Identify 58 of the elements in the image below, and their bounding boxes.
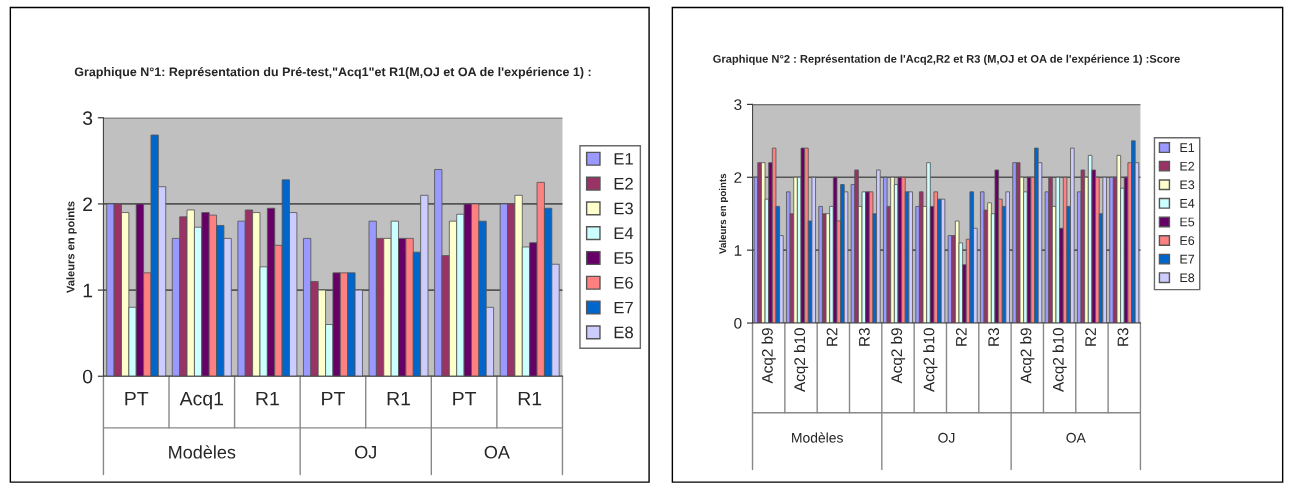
text: Modèles <box>792 432 843 443</box>
x-tick-label: R2 <box>955 328 967 346</box>
legend-label: E7 <box>1180 254 1195 264</box>
x-tick-label: PT <box>322 391 345 406</box>
text: OA <box>484 445 510 459</box>
bar <box>987 202 992 324</box>
x-tick-label: PT <box>453 391 477 406</box>
legend-label: E8 <box>1180 273 1195 283</box>
text: OJ <box>938 432 955 443</box>
y-tick-label: 0 <box>734 317 742 329</box>
x-tick-label: Acq2 b9 <box>1020 328 1035 384</box>
legend-label: E3 <box>614 202 633 215</box>
y-axis-title: Valeurs en points <box>66 201 77 293</box>
x-tick-label: PT <box>125 391 149 406</box>
bar <box>933 191 939 324</box>
y-tick-label: 2 <box>734 172 742 183</box>
text: Modèles <box>169 445 236 459</box>
text: OA <box>1066 432 1086 443</box>
legend-label: E6 <box>1180 236 1195 245</box>
legend-label: E1 <box>614 153 633 165</box>
y-tick-label: 0 <box>82 369 93 384</box>
x-tick-label: R1 <box>518 391 542 406</box>
legend-label: E2 <box>1180 161 1195 171</box>
y-tick-label: 3 <box>734 99 742 111</box>
x-tick-label: R2 <box>826 328 838 346</box>
x-tick-label: R3 <box>858 328 870 346</box>
legend-label: E7 <box>614 301 633 314</box>
y-tick-label: 1 <box>83 283 93 298</box>
x-tick-label: Acq2 b10 <box>793 328 809 392</box>
chart-title: Graphique N°1: Représentation du Pré-test,"Acq1"et R1(M,OJ et OA de l'expérience 1) : <box>74 66 591 79</box>
legend-label: E6 <box>614 276 633 289</box>
legend-label: E3 <box>1180 180 1195 190</box>
bar <box>969 191 974 324</box>
bar <box>840 184 845 324</box>
x-tick-label: Acq2 b10 <box>923 328 938 392</box>
x-tick-label: R3 <box>1117 328 1129 346</box>
legend-label: E5 <box>614 252 633 264</box>
x-tick-label: R2 <box>1085 328 1096 346</box>
x-tick-label: Acq2 b9 <box>761 328 776 384</box>
y-axis-title: Valeurs en points <box>718 173 729 254</box>
legend-label: E4 <box>614 227 634 239</box>
bar <box>1131 140 1136 324</box>
x-tick-label: Acq2 b10 <box>1052 328 1067 392</box>
x-tick-label: R3 <box>988 328 1000 346</box>
legend-label: E5 <box>1180 217 1195 227</box>
legend-label: E1 <box>1180 143 1195 152</box>
x-tick-label: R1 <box>387 391 410 406</box>
legend-label: E8 <box>614 326 633 339</box>
legend-label: E4 <box>1180 199 1195 208</box>
x-tick-label: Acq2 b9 <box>890 328 906 384</box>
text: OJ <box>355 445 376 459</box>
x-tick-label: Acq1 <box>179 391 224 410</box>
chart-title: Graphique N°2 : Représentation de l'Acq2,R2 et R3 (M,OJ et OA de l'expérience 1) :Score <box>713 54 1180 66</box>
x-tick-label: R1 <box>256 391 279 406</box>
y-tick-label: 1 <box>734 245 742 256</box>
y-tick-label: 2 <box>83 197 93 211</box>
legend-label: E2 <box>614 177 633 190</box>
y-tick-label: 3 <box>82 111 93 126</box>
